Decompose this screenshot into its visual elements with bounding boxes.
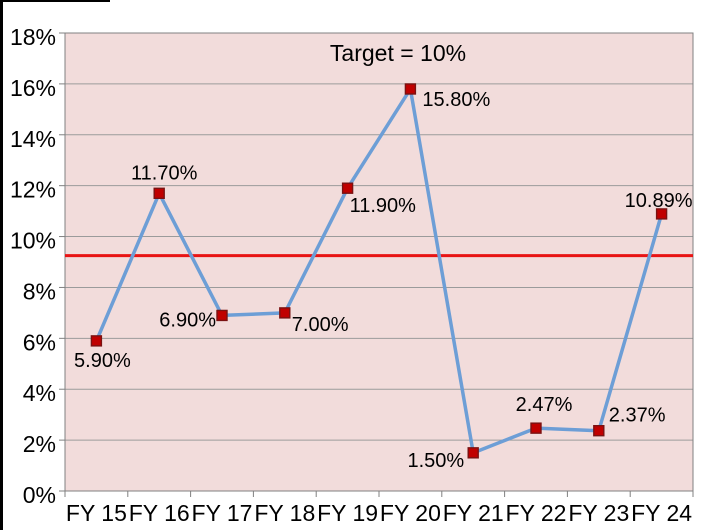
data-point-marker	[404, 83, 417, 95]
data-point-label: 5.90%	[74, 350, 131, 372]
x-axis-tick-label: FY 18	[254, 500, 315, 526]
data-point-label: 6.90%	[159, 309, 216, 331]
plot-area	[65, 33, 693, 491]
y-axis-tick-label: 6%	[23, 329, 56, 355]
x-axis-tick-label: FY 21	[443, 500, 504, 526]
y-axis-tick-label: 18%	[10, 24, 56, 50]
data-point-label: 7.00%	[292, 314, 349, 336]
data-point-marker	[655, 208, 668, 220]
data-point-label: 11.90%	[350, 195, 417, 217]
x-axis-tick-label: FY 16	[129, 500, 190, 526]
y-axis-tick-label: 14%	[10, 126, 56, 152]
data-point-marker	[593, 424, 605, 437]
x-axis-tick-label: FY 23	[568, 500, 629, 526]
x-axis-tick-label: FY 19	[317, 500, 378, 526]
y-axis-tick-label: 4%	[23, 380, 56, 406]
y-axis-tick-label: 2%	[23, 431, 56, 457]
y-axis-tick-label: 10%	[10, 228, 56, 254]
data-point-label: 2.37%	[609, 405, 666, 427]
y-axis-tick-label: 0%	[23, 482, 56, 508]
y-axis-tick-label: 12%	[10, 177, 56, 203]
data-point-marker	[90, 335, 103, 347]
data-point-label: 15.80%	[422, 89, 490, 111]
x-axis-tick-label: FY 17	[192, 500, 253, 526]
x-axis-tick-label: FY 24	[631, 500, 692, 526]
target-annotation: Target = 10%	[330, 40, 466, 66]
x-axis-tick-label: FY 20	[380, 500, 441, 526]
data-point-label: 11.70%	[131, 162, 198, 184]
data-point-marker	[279, 307, 291, 319]
data-point-marker	[530, 422, 542, 434]
data-point-marker	[467, 447, 479, 459]
series-line	[94, 87, 664, 455]
chart-top-border	[0, 0, 110, 2]
data-point-marker	[153, 187, 165, 200]
data-point-marker	[216, 309, 228, 322]
y-axis-tick-label: 16%	[10, 75, 56, 101]
x-axis-tick-label: FY 22	[506, 500, 567, 526]
data-point-label: 2.47%	[516, 394, 573, 416]
data-point-label: 10.89%	[625, 190, 693, 212]
data-point-marker	[341, 182, 354, 194]
chart-left-border	[0, 0, 3, 530]
x-axis-tick-label: FY 15	[66, 500, 127, 526]
y-axis-tick-label: 8%	[23, 278, 56, 304]
data-point-label: 1.50%	[407, 450, 464, 472]
